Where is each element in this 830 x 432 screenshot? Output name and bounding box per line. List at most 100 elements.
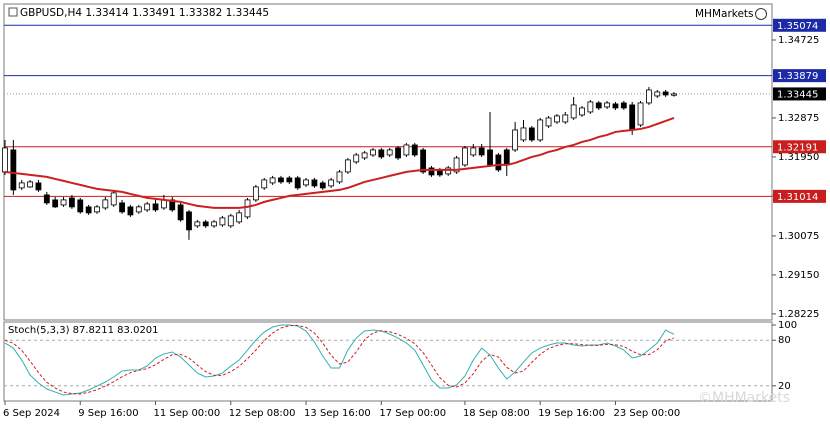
x-tick-label: 13 Sep 16:00 — [304, 408, 371, 419]
candle-body — [361, 152, 368, 159]
candle-body — [244, 199, 251, 218]
candle-body — [60, 199, 67, 206]
y-tick-label: 1.34725 — [778, 35, 819, 46]
price-label: 1.31014 — [777, 192, 818, 203]
candle-body — [595, 102, 602, 109]
candle-body — [186, 211, 192, 231]
candle-body — [453, 157, 460, 173]
candle-body — [261, 179, 268, 189]
candle-body — [202, 221, 209, 227]
x-tick-label: 23 Sep 00:00 — [613, 408, 680, 419]
candle-body — [152, 203, 159, 211]
candle-body — [637, 102, 644, 126]
x-tick-label: 6 Sep 2024 — [3, 408, 60, 419]
candle-body — [570, 104, 577, 119]
candle-body — [537, 119, 544, 141]
candle-body — [470, 147, 477, 156]
candle-body — [52, 199, 59, 208]
candle-body — [35, 182, 42, 191]
candle-body — [487, 149, 493, 166]
candle-body — [110, 192, 117, 206]
candle-body — [545, 117, 552, 127]
candle-body — [462, 147, 468, 166]
candle-body — [604, 102, 610, 108]
candle-body — [135, 206, 142, 213]
candle-body — [587, 101, 594, 113]
candle-body — [520, 127, 527, 141]
candle-body — [646, 89, 652, 104]
indicator-title: Stoch(5,3,3) 87.8211 83.0201 — [8, 325, 159, 336]
y-tick-label: 100 — [778, 320, 797, 331]
y-tick-label: 1.31950 — [778, 152, 819, 163]
candle-body — [420, 149, 427, 173]
main-panel — [3, 3, 773, 321]
y-tick-label: 80 — [778, 335, 791, 346]
candle-body — [503, 149, 510, 166]
candle-body — [69, 197, 75, 208]
candle-body — [219, 217, 226, 226]
candle-body — [579, 107, 585, 116]
candle-body — [43, 194, 50, 204]
candle-body — [102, 199, 109, 209]
candle-body — [269, 177, 276, 184]
candle-body — [303, 179, 309, 186]
candle-body — [512, 129, 519, 151]
candle-body — [127, 206, 134, 216]
candle-body — [344, 159, 351, 173]
candle-body — [411, 144, 418, 156]
candle-body — [286, 177, 293, 183]
price-label-box — [773, 87, 826, 101]
candle-body — [445, 167, 452, 175]
candle-body — [478, 147, 485, 156]
price-label: 1.32191 — [777, 142, 818, 153]
candle-body — [211, 221, 217, 227]
price-label-box — [773, 18, 826, 32]
candle-body — [495, 154, 502, 171]
candle-body — [27, 181, 33, 188]
candle-body — [378, 149, 385, 158]
candle-body — [10, 149, 17, 191]
candle-body — [77, 199, 84, 213]
candle-body — [620, 102, 627, 109]
candle-body — [612, 103, 619, 109]
candle-body — [144, 203, 151, 211]
candle-body — [119, 202, 125, 213]
stoch-panel — [3, 321, 773, 402]
candle-body — [2, 147, 8, 173]
price-label: 1.33445 — [777, 89, 818, 100]
candle-body — [386, 149, 393, 156]
y-tick-label: 1.29150 — [778, 270, 819, 281]
candle-body — [294, 177, 301, 189]
candle-body — [562, 114, 569, 123]
candle-body — [311, 179, 318, 187]
candle-body — [654, 91, 661, 97]
chart-title: GBPUSD,H4 1.33414 1.33491 1.33382 1.3344… — [20, 7, 269, 19]
candle-body — [662, 91, 669, 96]
candle-body — [554, 115, 560, 123]
watermark: ©MHMarkets — [698, 390, 790, 406]
price-label-box — [773, 69, 826, 83]
candle-body — [336, 171, 343, 183]
candle-body — [528, 127, 535, 141]
candle-body — [278, 177, 284, 183]
brand: MHMarkets — [695, 8, 754, 20]
stoch-line — [4, 324, 675, 396]
candle-body — [319, 182, 326, 189]
price-label-box — [773, 189, 826, 203]
candle-body — [94, 206, 100, 213]
candle-body — [370, 149, 376, 156]
price-label-box — [773, 140, 826, 154]
y-tick-label: 1.28225 — [778, 309, 819, 320]
candle-body — [353, 154, 360, 163]
candle-body — [428, 167, 435, 176]
x-tick-label: 9 Sep 16:00 — [78, 408, 138, 419]
candle-body — [236, 212, 243, 223]
candle-body — [85, 206, 92, 214]
price-label: 1.35074 — [777, 21, 818, 32]
candle-body — [194, 221, 201, 227]
candle-body — [177, 204, 184, 221]
brand-icon — [755, 8, 767, 20]
x-tick-label: 11 Sep 00:00 — [154, 408, 221, 419]
